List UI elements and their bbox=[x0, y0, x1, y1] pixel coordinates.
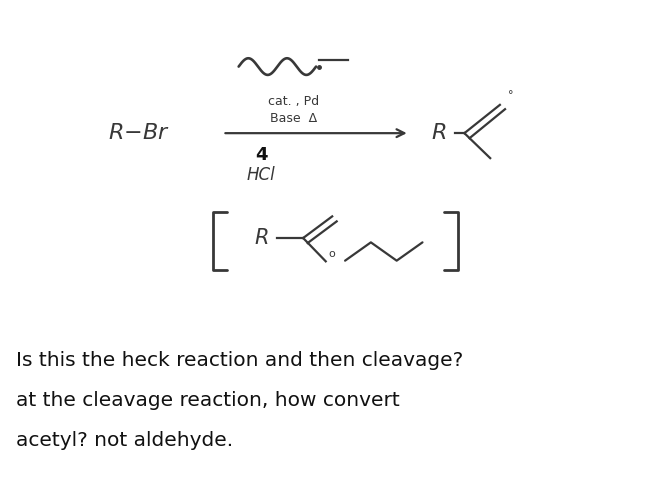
Text: °: ° bbox=[508, 90, 513, 100]
Text: HCl: HCl bbox=[247, 166, 275, 184]
Text: $R$−$Br$: $R$−$Br$ bbox=[108, 123, 170, 143]
Text: 4: 4 bbox=[255, 146, 268, 164]
Text: cat. , Pd: cat. , Pd bbox=[268, 95, 319, 108]
Text: at the cleavage reaction, how convert: at the cleavage reaction, how convert bbox=[16, 391, 400, 410]
Text: $R$: $R$ bbox=[254, 228, 268, 248]
Text: $R$: $R$ bbox=[431, 123, 446, 143]
Text: o: o bbox=[329, 249, 335, 259]
Text: Base  Δ: Base Δ bbox=[270, 112, 317, 125]
Text: Is this the heck reaction and then cleavage?: Is this the heck reaction and then cleav… bbox=[16, 351, 463, 370]
Text: acetyl? not aldehyde.: acetyl? not aldehyde. bbox=[16, 431, 233, 450]
